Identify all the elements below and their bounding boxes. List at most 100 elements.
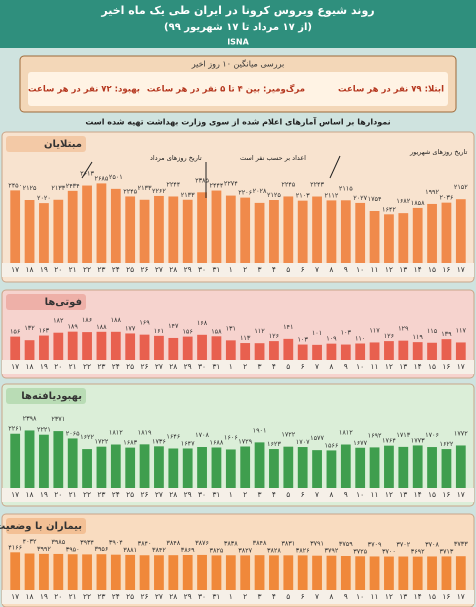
x-tick-label: ۹ [344, 362, 348, 371]
bar [225, 195, 236, 263]
bar [269, 341, 279, 360]
value-label: ۳۹۳۴ [80, 538, 94, 546]
summary-item: ابتلا: ۷۹ نفر در هر ساعت [338, 85, 444, 95]
bar [225, 555, 236, 590]
bar [297, 447, 308, 488]
bar [67, 438, 78, 488]
bar [96, 183, 107, 263]
value-label: ۱۸۶ [82, 316, 92, 324]
value-label: ۱۱۰ [355, 335, 365, 343]
bar [412, 445, 423, 488]
x-tick-label: ۲ [243, 362, 247, 371]
bar [182, 448, 193, 488]
value-label: ۳۸۸۱ [123, 546, 137, 554]
x-tick-label: ۲۹ [184, 362, 192, 371]
x-tick-label: ۱۳ [399, 362, 407, 371]
x-tick-label: ۱۵ [428, 592, 436, 601]
x-tick-label: ۱۵ [428, 490, 436, 499]
bar [197, 554, 207, 590]
value-label: ۱۸۲ [53, 317, 64, 325]
value-label: ۱۶۳ [39, 327, 50, 335]
value-label: ۳۸۲۵ [209, 546, 223, 554]
bar [24, 200, 35, 263]
value-label: ۱۷۰۷ [296, 438, 310, 446]
value-label: ۱۷۰۸ [195, 431, 209, 439]
value-label: ۱۶۸ [197, 319, 208, 327]
value-label: ۳۷۹۱ [310, 540, 324, 548]
value-label: ۲۱۰۳ [296, 192, 310, 200]
value-label: ۱۷۲۹ [238, 438, 252, 446]
source: ISNA [227, 38, 249, 47]
value-label: ۱۸۱۲ [339, 429, 353, 437]
x-tick-label: ۱۳ [399, 265, 407, 274]
x-tick-label: ۱ [229, 362, 233, 371]
bar [154, 446, 164, 488]
x-tick-label: ۲۴ [112, 362, 120, 371]
value-label: ۱۸۵۸ [411, 199, 425, 207]
x-tick-label: ۱۲ [385, 592, 393, 601]
value-label: ۱۵۸ [211, 327, 222, 335]
bar [24, 553, 35, 590]
value-label: ۳۷۹۲ [324, 547, 338, 555]
bar [355, 447, 366, 488]
value-label: ۱۱۲ [254, 327, 265, 335]
value-label: ۲۳۹۸ [23, 414, 37, 422]
value-label: ۱۶۷۷ [353, 439, 367, 447]
x-tick-label: ۵ [286, 362, 290, 371]
bar [53, 431, 64, 488]
bar [312, 344, 322, 360]
value-label: ۲۰۲۸ [253, 187, 267, 195]
bar [125, 447, 136, 488]
bar [168, 337, 179, 360]
value-label: ۱۶۰۶ [224, 433, 238, 441]
annotation: تاریخ روزهای مرداد [150, 154, 202, 162]
x-tick-label: ۹ [344, 265, 348, 274]
value-label: ۳۷۰۸ [425, 540, 439, 548]
bar [340, 555, 351, 590]
bar [412, 556, 423, 590]
value-label: ۱۶۹ [139, 319, 150, 327]
value-label: ۱۸۸ [111, 316, 122, 324]
x-tick-label: ۱۸ [26, 362, 34, 371]
x-tick-label: ۱۲ [385, 265, 393, 274]
bar [139, 334, 150, 360]
x-tick-label: ۱۴ [414, 265, 422, 274]
bar [384, 556, 394, 590]
value-label: ۳۶۹۲ [411, 548, 425, 556]
bar [67, 190, 78, 263]
x-tick-label: ۳۰ [198, 592, 206, 601]
x-tick-label: ۱۷ [11, 592, 19, 601]
bar [82, 185, 92, 263]
bar [39, 203, 49, 263]
bar [297, 555, 308, 590]
value-label: ۱۹۰۱ [253, 426, 267, 434]
x-tick-label: ۲۵ [126, 592, 134, 601]
axis-strip [2, 488, 474, 502]
value-label: ۲۱۵۲ [454, 183, 468, 191]
value-label: ۳۹۰۴ [109, 539, 123, 547]
x-tick-label: ۲۷ [155, 490, 163, 499]
x-tick-label: ۴ [272, 490, 276, 499]
x-tick-label: ۲۰ [54, 362, 62, 371]
value-label: ۱۳۱ [226, 324, 236, 332]
value-label: ۲۲۴۵ [281, 180, 295, 188]
bar [53, 332, 64, 360]
x-tick-label: ۹ [344, 490, 348, 499]
x-tick-label: ۲۶ [141, 362, 149, 371]
value-label: ۱۶۸۳ [123, 439, 137, 447]
bar [225, 340, 236, 360]
bar [67, 554, 78, 590]
x-tick-label: ۲۹ [184, 265, 192, 274]
x-tick-label: ۵ [286, 490, 290, 499]
annotation: تاریخ روزهای شهریور [409, 148, 468, 156]
x-tick-label: ۲۴ [112, 592, 120, 601]
value-label: ۳۸۶۹ [181, 546, 195, 554]
value-label: ۲۴۴۴ [209, 182, 223, 190]
value-label: ۱۱۷ [369, 326, 380, 334]
bar [211, 336, 222, 360]
value-label: ۳۸۲۶ [296, 546, 310, 554]
value-label: ۳۹۹۲ [37, 545, 51, 553]
bar [168, 555, 179, 590]
x-tick-label: ۱۶ [442, 592, 450, 601]
